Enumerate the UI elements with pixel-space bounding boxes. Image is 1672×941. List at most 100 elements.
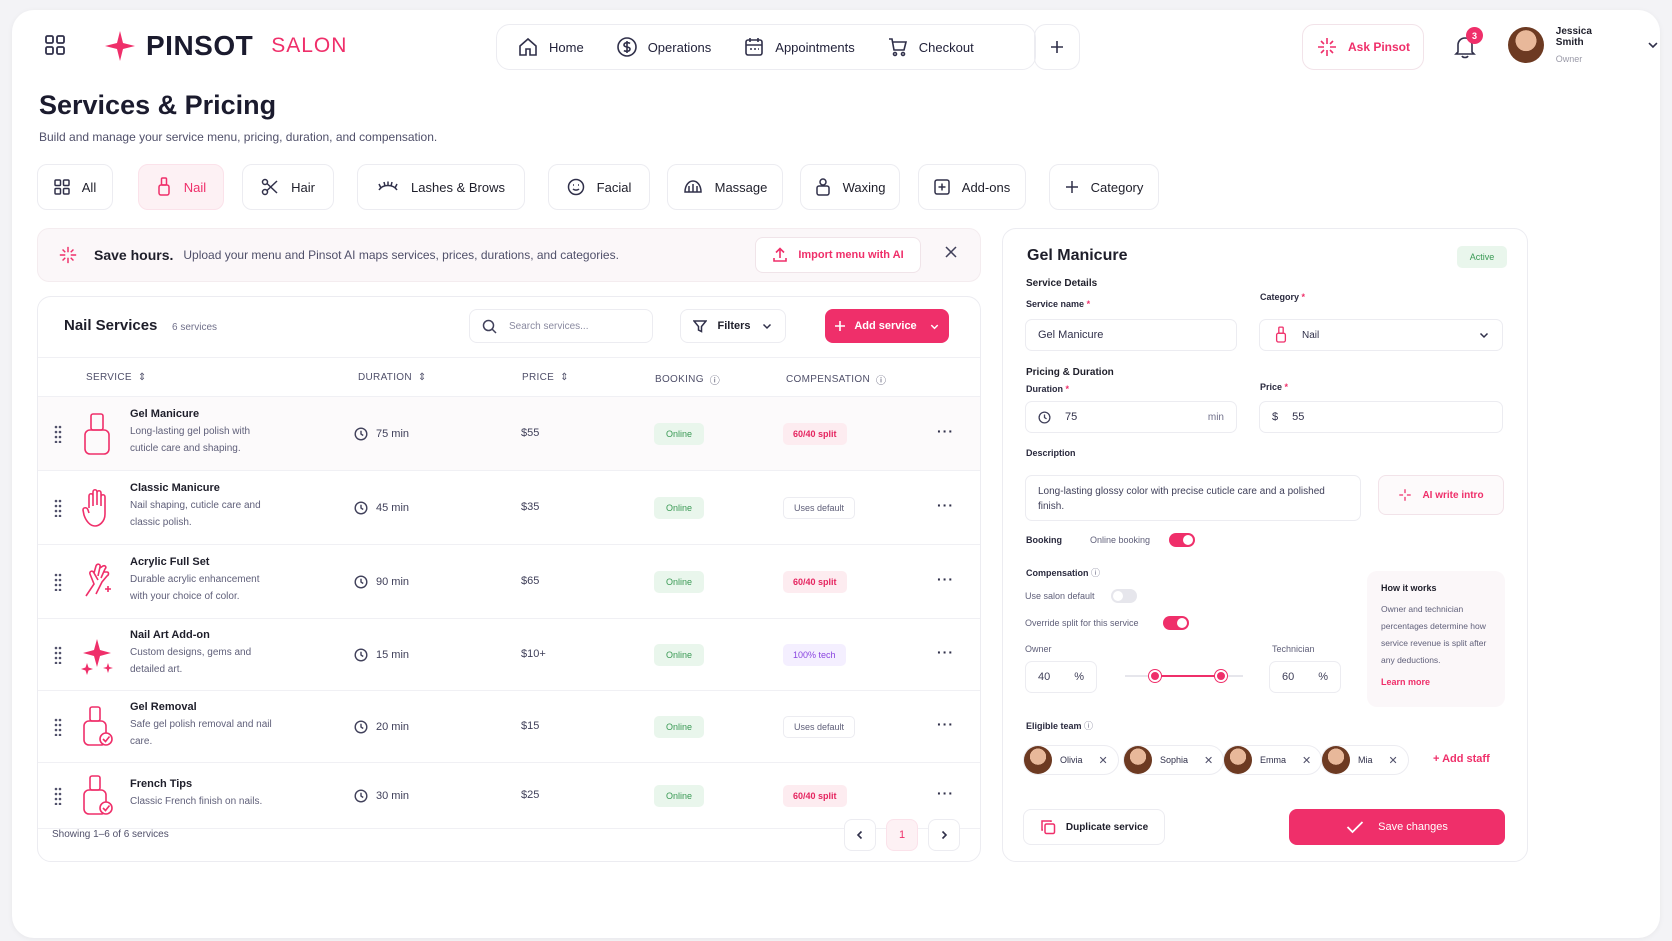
tab-hair[interactable]: Hair (242, 164, 334, 210)
price-cell: $25 (521, 789, 540, 801)
drag-handle-icon[interactable] (54, 718, 62, 736)
tab-waxing[interactable]: Waxing (800, 164, 900, 210)
drag-handle-icon[interactable] (54, 573, 62, 591)
next-page-button[interactable] (928, 819, 960, 851)
service-name: Classic Manicure (130, 482, 220, 494)
tab-massage[interactable]: Massage (667, 164, 783, 210)
info-icon[interactable]: ⓘ (709, 376, 721, 387)
remove-icon[interactable]: ✕ (1204, 754, 1214, 767)
table-row[interactable]: Gel Removal Safe gel polish removal and n… (38, 691, 980, 763)
chevron-down-icon (1648, 42, 1658, 49)
learn-more-link[interactable]: Learn more (1381, 677, 1431, 687)
slider-thumb-owner[interactable] (1149, 670, 1161, 682)
ai-write-intro-button[interactable]: AI write intro (1378, 475, 1504, 515)
more-options-icon[interactable]: ··· (937, 644, 954, 660)
face-icon (567, 178, 584, 196)
col-price[interactable]: PRICE ⇕ (522, 372, 569, 383)
compensation-badge: 60/40 split (783, 785, 847, 807)
import-menu-button[interactable]: Import menu with AI (755, 237, 921, 273)
table-row[interactable]: French Tips Classic French finish on nail… (38, 763, 980, 829)
info-icon[interactable]: ⓘ (875, 376, 887, 387)
tab-facial[interactable]: Facial (548, 164, 650, 210)
page-subtitle: Build and manage your service menu, pric… (39, 130, 438, 144)
filters-button[interactable]: Filters (680, 309, 786, 343)
owner-percent-input[interactable]: 40% (1025, 661, 1097, 693)
description-textarea[interactable]: Long-lasting glossy color with precise c… (1025, 475, 1361, 521)
nav-operations[interactable]: Operations (600, 25, 728, 69)
drag-handle-icon[interactable] (54, 646, 62, 664)
col-service[interactable]: SERVICE ⇕ (86, 372, 147, 383)
ask-label: Ask Pinsot (1347, 40, 1410, 54)
more-options-icon[interactable]: ··· (937, 497, 954, 513)
page-button[interactable]: 1 (886, 819, 918, 851)
add-category-label: Category (1090, 179, 1144, 195)
table-row[interactable]: Acrylic Full Set Durable acrylic enhancem… (38, 545, 980, 619)
tech-label: Technician (1272, 644, 1315, 654)
service-name-input[interactable]: Gel Manicure (1025, 319, 1237, 351)
split-slider[interactable] (1125, 670, 1243, 682)
price-label: Price * (1260, 382, 1289, 392)
duration-input[interactable]: 75 min (1025, 401, 1237, 433)
duration-cell: 15 min (354, 648, 409, 662)
section-service-details: Service Details (1026, 278, 1098, 289)
remove-icon[interactable]: ✕ (1388, 754, 1398, 767)
more-options-icon[interactable]: ··· (937, 716, 954, 732)
tech-percent-input[interactable]: 60% (1269, 661, 1341, 693)
tab-nail[interactable]: Nail (138, 164, 224, 210)
online-booking-toggle[interactable] (1169, 533, 1195, 547)
tab-lashes[interactable]: Lashes & Brows (357, 164, 525, 210)
team-chip-sophia: Sophia ✕ (1123, 745, 1225, 775)
table-row[interactable]: Nail Art Add-on Custom designs, gems and … (38, 619, 980, 691)
price-cell: $10+ (521, 648, 546, 660)
add-staff-button[interactable]: + Add staff (1433, 753, 1490, 765)
drag-handle-icon[interactable] (54, 787, 62, 805)
tab-facial-label: Facial (596, 179, 632, 195)
close-icon[interactable] (944, 245, 958, 259)
chevron-down-icon (930, 324, 938, 329)
nav-appointments[interactable]: Appointments (727, 25, 871, 69)
remove-icon[interactable]: ✕ (1098, 754, 1108, 767)
clock-icon (354, 575, 368, 589)
tab-lashes-label: Lashes & Brows (411, 179, 505, 195)
notifications-button[interactable]: 3 (1448, 27, 1483, 64)
duration-cell: 90 min (354, 575, 409, 589)
add-service-button[interactable]: Add service (825, 309, 949, 343)
table-row[interactable]: Gel Manicure Long-lasting gel polish with… (38, 397, 980, 471)
remove-icon[interactable]: ✕ (1302, 754, 1312, 767)
duplicate-service-button[interactable]: Duplicate service (1023, 809, 1165, 845)
nav-checkout[interactable]: Checkout (871, 25, 990, 69)
chevron-left-icon (856, 830, 863, 840)
brand-name: PINSOT (146, 30, 254, 61)
user-menu[interactable]: Jessica Smith Owner (1508, 26, 1660, 64)
tab-addons[interactable]: Add-ons (918, 164, 1026, 210)
tab-all[interactable]: All (37, 164, 113, 210)
apps-grid-icon[interactable] (40, 30, 70, 60)
nav-add-button[interactable] (1034, 24, 1080, 70)
page-title: Services & Pricing (39, 90, 277, 120)
price-input[interactable]: $ 55 (1259, 401, 1503, 433)
nail-polish-icon (80, 412, 114, 456)
search-input[interactable]: Search services... (469, 309, 653, 343)
table-row[interactable]: Classic Manicure Nail shaping, cuticle ca… (38, 471, 980, 545)
nail-polish-icon (1275, 326, 1287, 343)
filters-label: Filters (717, 320, 751, 332)
ask-pinsot-button[interactable]: Ask Pinsot (1302, 24, 1424, 70)
override-toggle[interactable] (1163, 616, 1189, 630)
prev-page-button[interactable] (844, 819, 876, 851)
brand-logo[interactable]: PINSOT SALON (104, 30, 347, 62)
more-options-icon[interactable]: ··· (937, 785, 954, 801)
nav-home[interactable]: Home (497, 25, 600, 69)
slider-thumb-tech[interactable] (1215, 670, 1227, 682)
drag-handle-icon[interactable] (54, 425, 62, 443)
plus-square-icon (934, 179, 950, 195)
more-options-icon[interactable]: ··· (937, 423, 954, 439)
col-duration[interactable]: DURATION ⇕ (358, 372, 427, 383)
use-default-toggle[interactable] (1111, 589, 1137, 603)
save-changes-button[interactable]: Save changes (1289, 809, 1505, 845)
lashes-icon (378, 181, 398, 191)
more-options-icon[interactable]: ··· (937, 571, 954, 587)
add-category-button[interactable]: Category (1049, 164, 1159, 210)
drag-handle-icon[interactable] (54, 499, 62, 517)
category-select[interactable]: Nail (1259, 319, 1503, 351)
nail-polish-icon (158, 177, 170, 196)
